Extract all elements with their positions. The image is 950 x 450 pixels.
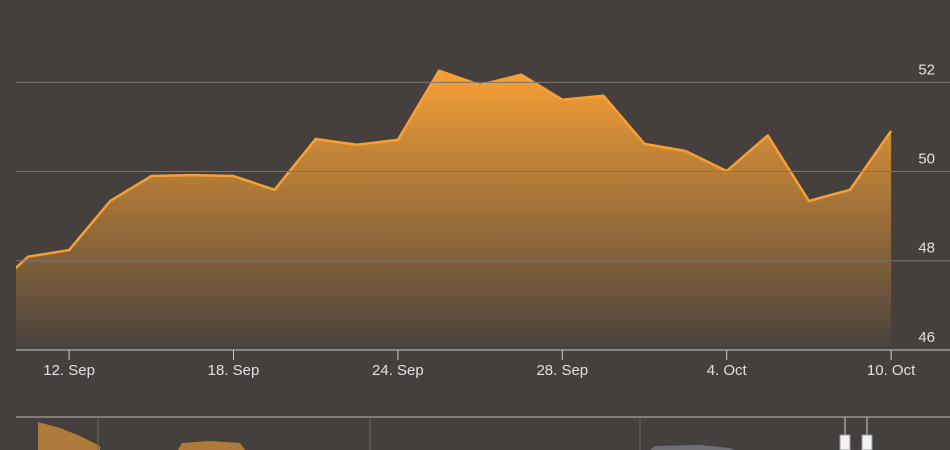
y-tick-label: 50 — [918, 151, 935, 168]
navigator-area — [178, 441, 245, 450]
x-tick-label: 28. Sep — [536, 362, 588, 379]
x-tick-label: 10. Oct — [867, 362, 916, 379]
x-tick-label: 24. Sep — [372, 362, 424, 379]
y-tick-label: 48 — [918, 240, 935, 257]
area-line — [16, 69, 892, 270]
navigator-area — [38, 422, 100, 450]
y-tick-label: 52 — [918, 61, 935, 78]
area-fill — [16, 70, 892, 350]
x-tick-label: 18. Sep — [208, 362, 260, 379]
y-tick-label: 46 — [918, 329, 935, 346]
navigator-area — [650, 445, 735, 450]
plot-area — [16, 69, 892, 350]
x-tick-label: 4. Oct — [707, 362, 748, 379]
x-tick-label: 12. Sep — [43, 362, 95, 379]
navigator-handles[interactable] — [839, 417, 873, 450]
